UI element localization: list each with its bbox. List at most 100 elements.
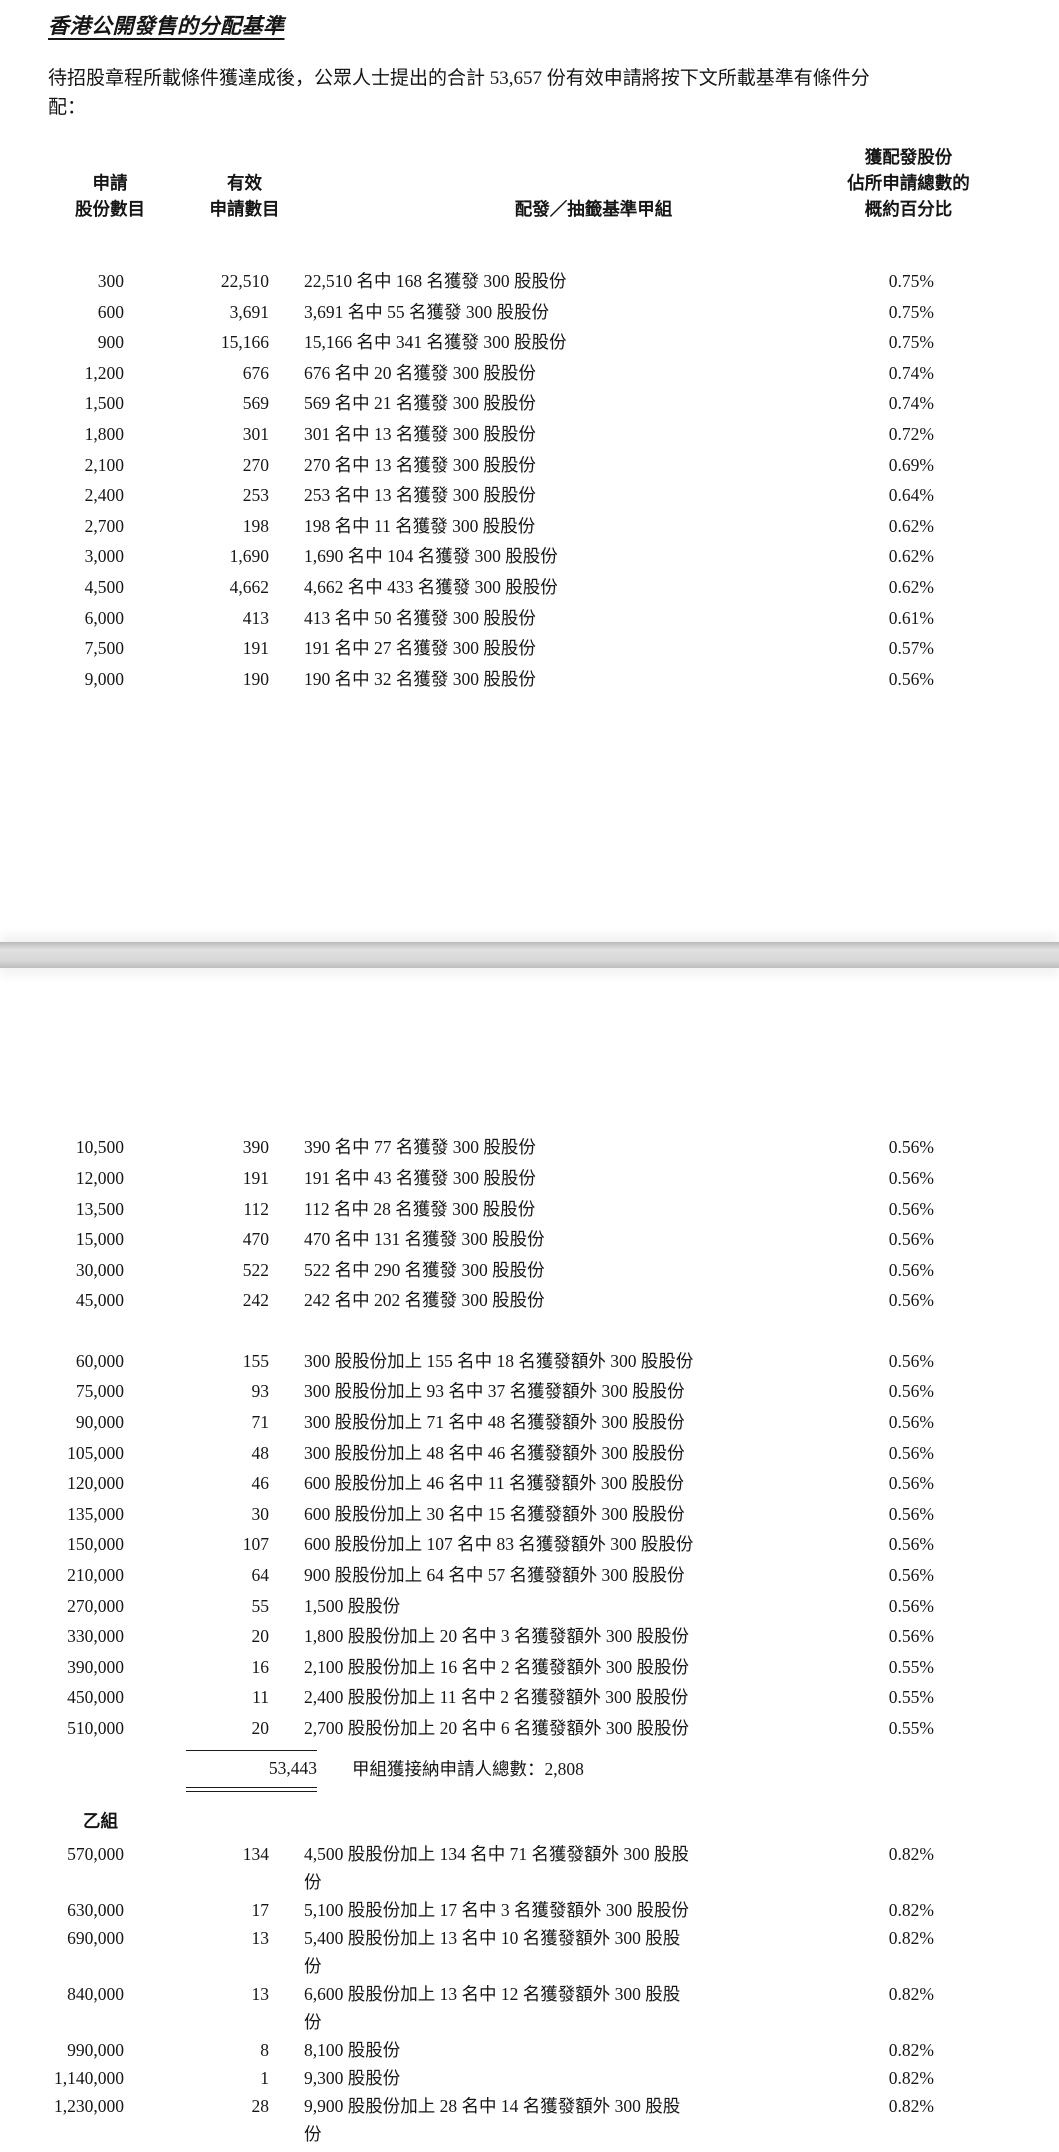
table-row: 60,000 155 300 股股份加上 155 名中 18 名獲發額外 300… (0, 1346, 1059, 1377)
table-row: 105,000 48 300 股股份加上 48 名中 46 名獲發額外 300 … (0, 1438, 1059, 1469)
allotment-basis-cell: 112 名中 28 名獲發 300 股股份 (304, 1198, 536, 1219)
percentage-cell: 0.56% (888, 1595, 934, 1616)
valid-applications-cell: 1,690 (229, 546, 269, 567)
allotment-basis-cell: 1,690 名中 104 名獲發 300 股股份 (304, 546, 558, 567)
applied-shares-cell: 9,000 (84, 668, 124, 689)
applied-shares-cell: 2,400 (84, 485, 124, 506)
allotment-basis-cell: 191 名中 43 名獲發 300 股股份 (304, 1167, 536, 1188)
table-row: 450,000 11 2,400 股股份加上 11 名中 2 名獲發額外 300… (0, 1682, 1059, 1713)
applied-shares-cell: 13,500 (75, 1198, 124, 1219)
applied-shares-cell: 570,000 (67, 1843, 124, 1864)
valid-applications-cell: 155 (242, 1350, 269, 1371)
page-title: 香港公開發售的分配基準 (48, 14, 285, 38)
valid-applications-cell: 48 (251, 1442, 270, 1463)
table-row: 630,000 17 5,100 股股份加上 17 名中 3 名獲發額外 300… (0, 1896, 1059, 1924)
percentage-cell: 0.57% (888, 638, 934, 659)
percentage-cell: 0.62% (888, 576, 934, 597)
percentage-cell: 0.82% (888, 1927, 934, 1948)
table-row: 7,500 191 191 名中 27 名獲發 300 股股份 0.57% (0, 633, 1059, 664)
table-row: 120,000 46 600 股股份加上 46 名中 11 名獲發額外 300 … (0, 1468, 1059, 1499)
header-valid-applications: 有效 申請數目 (209, 173, 280, 219)
percentage-cell: 0.56% (888, 1442, 934, 1463)
percentage-cell: 0.56% (888, 1534, 934, 1555)
allotment-basis-cell: 522 名中 290 名獲發 300 股股份 (304, 1259, 545, 1280)
table-row: 2,100 270 270 名中 13 名獲發 300 股股份 0.69% (0, 450, 1059, 481)
percentage-cell: 0.75% (888, 332, 934, 353)
allotment-basis-cell: 4,500 股股份加上 134 名中 71 名獲發額外 300 股股 份 (304, 1843, 689, 1892)
applied-shares-cell: 840,000 (67, 1983, 124, 2004)
header-basis-group-a: 配發／抽籤基準甲組 (514, 199, 673, 219)
applied-shares-cell: 1,200 (84, 362, 124, 383)
table-row: 135,000 30 600 股股份加上 30 名中 15 名獲發額外 300 … (0, 1499, 1059, 1530)
allotment-basis-cell: 191 名中 27 名獲發 300 股股份 (304, 638, 536, 659)
allotment-basis-cell: 2,700 股股份加上 20 名中 6 名獲發額外 300 股股份 (304, 1718, 689, 1738)
page-one: 香港公開發售的分配基準 待招股章程所載條件獲達成後，公眾人士提出的合計 53,6… (0, 0, 1059, 694)
valid-applications-cell: 55 (251, 1595, 270, 1616)
table-row: 3,000 1,690 1,690 名中 104 名獲發 300 股股份 0.6… (0, 541, 1059, 572)
percentage-cell: 0.82% (888, 1983, 934, 2004)
valid-applications-cell: 301 (242, 423, 269, 444)
allotment-basis-cell: 300 股股份加上 155 名中 18 名獲發額外 300 股股份 (304, 1350, 694, 1371)
allotment-basis-cell: 3,691 名中 55 名獲發 300 股股份 (304, 301, 549, 322)
valid-applications-cell: 676 (242, 362, 269, 383)
valid-applications-cell: 134 (242, 1843, 269, 1864)
applied-shares-cell: 690,000 (67, 1927, 124, 1948)
table-row: 270,000 55 1,500 股股份 0.56% (0, 1591, 1059, 1622)
percentage-cell: 0.74% (888, 362, 934, 383)
applied-shares-cell: 1,800 (84, 423, 124, 444)
valid-applications-cell: 191 (242, 638, 269, 659)
valid-applications-cell: 8 (260, 2039, 269, 2060)
percentage-cell: 0.56% (888, 1290, 934, 1311)
applied-shares-cell: 1,500 (84, 393, 124, 414)
percentage-cell: 0.75% (888, 301, 934, 322)
group-a-rows-page2-lower: 60,000 155 300 股股份加上 155 名中 18 名獲發額外 300… (0, 1346, 1059, 1744)
percentage-cell: 0.82% (888, 2039, 934, 2060)
allotment-basis-cell: 6,600 股股份加上 13 名中 12 名獲發額外 300 股股 份 (304, 1983, 681, 2032)
percentage-cell: 0.75% (888, 271, 934, 291)
header-applied-shares: 申請 股份數目 (75, 173, 145, 219)
valid-applications-cell: 191 (242, 1167, 269, 1188)
percentage-cell: 0.62% (888, 515, 934, 536)
table-row: 2,400 253 253 名中 13 名獲發 300 股股份 0.64% (0, 480, 1059, 511)
valid-applications-cell: 93 (251, 1381, 270, 1402)
applied-shares-cell: 300 (97, 271, 124, 291)
valid-applications-cell: 3,691 (229, 301, 269, 322)
table-row: 1,800 301 301 名中 13 名獲發 300 股股份 0.72% (0, 419, 1059, 450)
valid-applications-cell: 112 (243, 1198, 269, 1219)
valid-applications-cell: 30 (251, 1503, 270, 1524)
table-row: 600 3,691 3,691 名中 55 名獲發 300 股股份 0.75% (0, 297, 1059, 328)
table-row: 300 22,510 22,510 名中 168 名獲發 300 股股份 0.7… (0, 266, 1059, 297)
percentage-cell: 0.82% (888, 2095, 934, 2116)
percentage-cell: 0.61% (888, 607, 934, 628)
valid-applications-cell: 270 (242, 454, 269, 475)
table-row: 390,000 16 2,100 股股份加上 16 名中 2 名獲發額外 300… (0, 1652, 1059, 1683)
percentage-cell: 0.74% (888, 393, 934, 414)
table-row: 9,000 190 190 名中 32 名獲發 300 股股份 0.56% (0, 664, 1059, 695)
percentage-cell: 0.56% (888, 1412, 934, 1433)
table-row: 510,000 20 2,700 股股份加上 20 名中 6 名獲發額外 300… (0, 1713, 1059, 1744)
applied-shares-cell: 12,000 (75, 1167, 124, 1188)
valid-applications-cell: 242 (242, 1290, 269, 1311)
allotment-basis-cell: 8,100 股股份 (304, 2039, 401, 2060)
table-row: 900 15,166 15,166 名中 341 名獲發 300 股股份 0.7… (0, 327, 1059, 358)
allotment-basis-cell: 9,300 股股份 (304, 2067, 401, 2088)
applied-shares-cell: 15,000 (75, 1229, 124, 1250)
applied-shares-cell: 900 (97, 332, 124, 353)
table-row: 330,000 20 1,800 股股份加上 20 名中 3 名獲發額外 300… (0, 1621, 1059, 1652)
table-row: 690,000 13 5,400 股股份加上 13 名中 10 名獲發額外 30… (0, 1924, 1059, 1980)
table-row: 10,500 390 390 名中 77 名獲發 300 股股份 0.56% (0, 1132, 1059, 1163)
percentage-cell: 0.56% (888, 668, 934, 689)
table-row: 6,000 413 413 名中 50 名獲發 300 股股份 0.61% (0, 603, 1059, 634)
percentage-cell: 0.56% (888, 1350, 934, 1371)
applied-shares-cell: 30,000 (75, 1259, 124, 1280)
table-row: 45,000 242 242 名中 202 名獲發 300 股股份 0.56% (0, 1285, 1059, 1316)
allotment-basis-cell: 413 名中 50 名獲發 300 股股份 (304, 607, 536, 628)
allotment-basis-cell: 242 名中 202 名獲發 300 股股份 (304, 1290, 545, 1311)
group-a-total-row: 53,443 甲組獲接納申請人總數：2,808 (48, 1749, 1059, 1792)
percentage-cell: 0.82% (888, 2067, 934, 2088)
group-a-total-valid: 53,443 (172, 1749, 317, 1792)
table-row: 30,000 522 522 名中 290 名獲發 300 股股份 0.56% (0, 1255, 1059, 1286)
table-row: 12,000 191 191 名中 43 名獲發 300 股股份 0.56% (0, 1163, 1059, 1194)
valid-applications-cell: 15,166 (220, 332, 269, 353)
